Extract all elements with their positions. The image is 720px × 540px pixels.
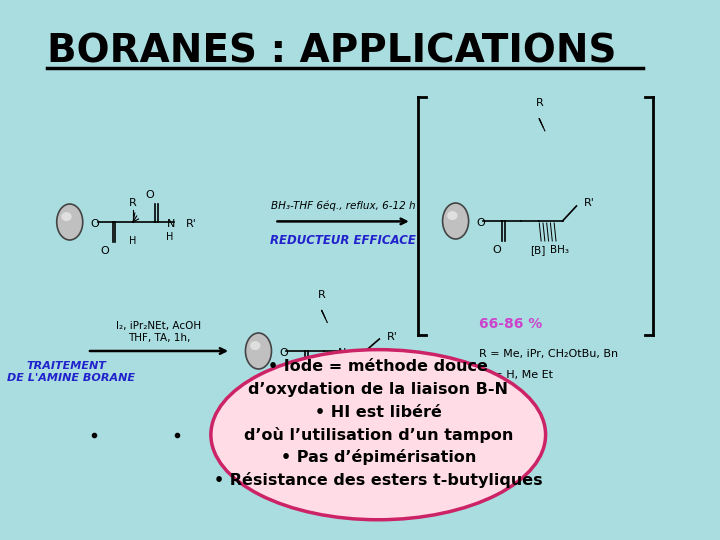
Text: O: O <box>279 348 288 358</box>
Ellipse shape <box>57 204 83 240</box>
Ellipse shape <box>217 353 540 517</box>
Ellipse shape <box>272 381 485 489</box>
Text: TRAITEMENT: TRAITEMENT <box>27 361 107 371</box>
Ellipse shape <box>356 423 400 446</box>
Ellipse shape <box>306 398 451 471</box>
Text: R: R <box>129 198 137 208</box>
Ellipse shape <box>278 383 479 486</box>
Ellipse shape <box>317 403 440 466</box>
Ellipse shape <box>323 406 434 463</box>
Ellipse shape <box>289 389 467 480</box>
Text: • HI est libéré: • HI est libéré <box>315 404 441 420</box>
Ellipse shape <box>284 387 473 483</box>
Text: R' = H, Me Et: R' = H, Me Et <box>479 370 553 380</box>
Text: • Iode = méthode douce: • Iode = méthode douce <box>269 359 488 374</box>
Text: R': R' <box>584 198 595 208</box>
Ellipse shape <box>244 367 512 503</box>
Ellipse shape <box>351 421 406 449</box>
Text: I₂, iPr₂NEt, AcOH: I₂, iPr₂NEt, AcOH <box>117 321 202 331</box>
Ellipse shape <box>228 358 529 511</box>
Ellipse shape <box>328 409 428 460</box>
Ellipse shape <box>447 211 457 220</box>
Text: • Résistance des esters t-butyliques: • Résistance des esters t-butyliques <box>214 472 543 488</box>
Text: BORANES : APPLICATIONS: BORANES : APPLICATIONS <box>47 32 616 70</box>
Ellipse shape <box>250 369 507 500</box>
Text: H: H <box>130 236 137 246</box>
Text: O: O <box>145 190 154 200</box>
Ellipse shape <box>345 418 412 451</box>
Text: d’oxydation de la liaison B-N: d’oxydation de la liaison B-N <box>248 382 508 397</box>
Text: [B]: [B] <box>530 245 545 255</box>
Ellipse shape <box>233 361 523 509</box>
Ellipse shape <box>443 203 469 239</box>
Ellipse shape <box>339 415 418 455</box>
Text: N: N <box>167 219 176 229</box>
Text: R': R' <box>387 332 397 342</box>
Text: 66-86 %: 66-86 % <box>479 317 542 331</box>
Text: O: O <box>476 218 485 228</box>
Ellipse shape <box>333 412 423 457</box>
Ellipse shape <box>367 429 390 441</box>
Ellipse shape <box>239 364 518 505</box>
Text: O: O <box>101 246 109 256</box>
Ellipse shape <box>300 395 456 474</box>
Text: O: O <box>90 219 99 229</box>
Text: DE L'AMINE BORANE: DE L'AMINE BORANE <box>6 373 135 383</box>
Text: THF, TA, 1h,: THF, TA, 1h, <box>128 333 190 343</box>
Text: R': R' <box>186 219 197 229</box>
Text: H: H <box>338 365 346 375</box>
Text: R: R <box>536 98 543 108</box>
Text: O: O <box>295 375 304 385</box>
Text: N: N <box>338 348 346 358</box>
Text: R: R <box>318 289 325 300</box>
Ellipse shape <box>266 378 490 491</box>
Text: BH₃-THF 6éq., reflux, 6-12 h: BH₃-THF 6éq., reflux, 6-12 h <box>271 201 415 211</box>
Text: • Pas d’épimérisation: • Pas d’épimérisation <box>281 449 476 465</box>
Ellipse shape <box>211 350 546 519</box>
Text: H: H <box>166 232 174 242</box>
Ellipse shape <box>222 355 534 514</box>
Text: BH₃: BH₃ <box>550 245 570 255</box>
Ellipse shape <box>256 373 501 497</box>
Text: O: O <box>492 245 501 255</box>
Ellipse shape <box>311 401 445 469</box>
Text: R = Me, iPr, CH₂OtBu, Bn: R = Me, iPr, CH₂OtBu, Bn <box>479 349 618 359</box>
Ellipse shape <box>361 426 395 443</box>
Ellipse shape <box>294 392 462 477</box>
Ellipse shape <box>246 333 271 369</box>
Ellipse shape <box>261 375 495 494</box>
Ellipse shape <box>250 341 261 350</box>
Ellipse shape <box>61 212 72 221</box>
Text: REDUCTEUR EFFICACE: REDUCTEUR EFFICACE <box>270 234 416 247</box>
Text: d’où l’utilisation d’un tampon: d’où l’utilisation d’un tampon <box>243 427 513 443</box>
Ellipse shape <box>373 432 384 437</box>
